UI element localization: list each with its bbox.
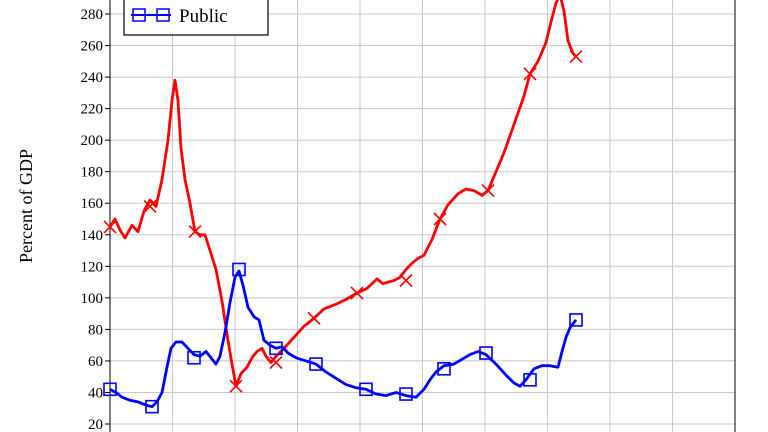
data-point-square-marker — [145, 399, 159, 414]
y-tick-label: 180 — [81, 165, 104, 181]
y-tick-label: 20 — [88, 417, 103, 432]
y-tick-label: 220 — [81, 102, 104, 118]
data-point-x-marker — [307, 311, 321, 325]
data-point-square-marker — [309, 357, 323, 371]
data-point-square-marker — [479, 346, 493, 360]
vertical-gridlines — [172, 0, 673, 432]
data-point-x-marker — [523, 67, 537, 81]
data-point-x-marker — [350, 286, 364, 300]
y-tick-label: 240 — [81, 70, 104, 86]
y-tick-label: 260 — [81, 39, 104, 55]
data-point-square-marker — [359, 382, 373, 397]
y-tick-label: 120 — [81, 259, 104, 275]
data-point-x-marker — [399, 273, 413, 288]
legend-swatch-marker-left — [132, 8, 146, 22]
data-point-x-marker — [433, 212, 447, 226]
data-point-square-marker — [103, 382, 117, 397]
y-tick-label: 100 — [81, 291, 104, 307]
y-tick-label: 200 — [81, 133, 104, 149]
data-point-x-marker — [569, 50, 583, 64]
y-tick-label: 160 — [81, 196, 104, 212]
legend-swatch-marker-right — [156, 8, 170, 22]
data-point-square-marker — [187, 350, 201, 365]
data-point-x-marker — [103, 220, 117, 234]
y-tick-label: 280 — [81, 7, 104, 23]
legend-box — [123, 0, 269, 36]
y-axis-title: Percent of GDP — [16, 149, 36, 263]
legend: Public — [123, 0, 269, 36]
data-point-square-marker — [269, 341, 283, 356]
data-point-x-marker — [229, 379, 243, 393]
legend-label-public: Public — [179, 6, 228, 27]
data-point-square-marker — [399, 387, 413, 401]
y-tick-label: 40 — [88, 385, 103, 401]
data-point-square-marker — [523, 373, 537, 387]
data-point-square-marker — [437, 362, 451, 376]
series-public — [103, 262, 583, 414]
series-red — [103, 0, 583, 393]
data-point-x-marker — [188, 225, 202, 239]
series-layer — [103, 0, 583, 414]
data-point-x-marker — [481, 184, 495, 198]
data-point-x-marker — [269, 355, 283, 370]
y-axis-ticks: 20 40 60 80 100 120 140 160 180 200 220 240 260 280 — [81, 7, 110, 432]
data-point-x-marker — [143, 199, 157, 213]
series-line — [109, 269, 578, 409]
y-tick-label: 60 — [88, 354, 103, 370]
data-point-square-marker — [569, 313, 583, 327]
y-tick-label: 140 — [81, 228, 104, 244]
y-tick-label: 80 — [88, 322, 103, 338]
data-point-square-marker — [232, 262, 246, 277]
